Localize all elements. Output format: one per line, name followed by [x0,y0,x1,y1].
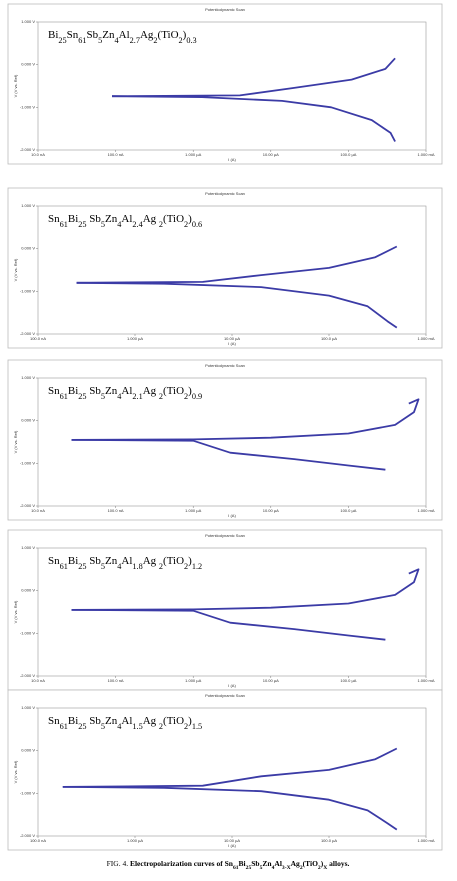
x-tick-label: 10.0 nA [31,508,45,513]
chart-title: Potentiodynamic Scan [205,693,245,698]
x-tick-label: 100.0 µA [340,152,356,157]
x-tick-label: 1.000 µA [127,838,143,843]
y-tick-label: 1.000 V [21,19,35,24]
y-tick-label: -1.000 V [20,790,35,795]
y-tick-label: -1.000 V [20,630,35,635]
chart-title: Potentiodynamic Scan [205,533,245,538]
caption-label: FIG. 4. [107,859,129,868]
x-tick-label: 10.00 µA [263,508,279,513]
x-tick-label: 1.000 µA [185,152,201,157]
y-tick-label: 0.000 V [21,246,35,251]
x-tick-label: 100.0 µA [321,336,337,341]
x-tick-label: 1.000 mA [417,152,434,157]
y-tick-label: -2.000 V [20,833,35,838]
x-tick-label: 1.000 mA [417,508,434,513]
y-tick-label: -2.000 V [20,673,35,678]
curve [62,786,398,831]
y-axis-label: V (V vs. Ref) [13,600,18,623]
y-tick-label: 1.000 V [21,705,35,710]
y-tick-label: 0.000 V [21,588,35,593]
x-tick-label: 100.0 nA [108,508,124,513]
x-tick-label: 1.000 mA [417,838,434,843]
y-tick-label: 1.000 V [21,545,35,550]
annotation: Sn61Bi25 Sb5Zn4Al1.8Ag 2(TiO2)1.2 [48,555,202,571]
y-tick-label: 1.000 V [21,203,35,208]
y-tick-label: -2.000 V [20,331,35,336]
curve [71,439,386,471]
panel-frame [7,3,443,165]
x-tick-label: 1.000 µA [185,678,201,683]
x-tick-label: 100.0 nA [30,838,46,843]
plot-area [37,377,427,507]
x-tick-label: 10.0 nA [31,152,45,157]
x-axis-label: I (A) [228,683,236,688]
x-tick-label: 10.0 nA [31,678,45,683]
y-tick-label: 0.000 V [21,418,35,423]
x-tick-label: 10.00 µA [224,336,240,341]
curve [71,609,386,641]
x-tick-label: 100.0 nA [108,152,124,157]
x-tick-label: 100.0 µA [340,678,356,683]
y-tick-label: 0.000 V [21,62,35,67]
chart-title: Potentiodynamic Scan [205,7,245,12]
x-axis-label: I (A) [228,157,236,162]
curve [71,568,420,611]
caption-text: Electropolarization curves of Sn61Bi25Sb… [130,859,350,871]
x-tick-label: 10.00 µA [263,678,279,683]
x-tick-label: 100.0 µA [340,508,356,513]
y-tick-label: -1.000 V [20,460,35,465]
y-tick-label: -1.000 V [20,104,35,109]
y-tick-label: 1.000 V [21,375,35,380]
x-tick-label: 10.00 µA [263,152,279,157]
curve [76,245,398,284]
plot-area [37,547,427,677]
annotation: Sn61Bi25 Sb5Zn4Al2.1Ag 2(TiO2)0.9 [48,385,202,401]
chart-title: Potentiodynamic Scan [205,363,245,368]
curve [111,57,396,98]
x-tick-label: 1.000 mA [417,678,434,683]
x-tick-label: 100.0 nA [30,336,46,341]
curve [76,281,398,329]
y-axis-label: V (V vs. Ref) [13,74,18,97]
annotation: Bi25Sn61Sb5Zn4Al2.7Ag2(TiO2)0.3 [48,29,197,45]
y-axis-label: V (V vs. Ref) [13,430,18,453]
panel-frame [7,187,443,349]
annotation: Sn61Bi25 Sb5Zn4Al2.4Ag 2(TiO2)0.6 [48,213,202,229]
x-tick-label: 1.000 mA [417,336,434,341]
chart-title: Potentiodynamic Scan [205,191,245,196]
annotation: Sn61Bi25 Sb5Zn4Al1.5Ag 2(TiO2)1.5 [48,715,202,731]
x-axis-label: I (A) [228,843,236,848]
y-tick-label: 0.000 V [21,748,35,753]
curve [71,398,420,441]
caption: FIG. 4. Electropolarization curves of Sn… [107,859,350,871]
y-tick-label: -1.000 V [20,288,35,293]
y-tick-label: -2.000 V [20,503,35,508]
y-tick-label: -2.000 V [20,147,35,152]
y-axis-label: V (V vs. Ref) [13,760,18,783]
x-tick-label: 1.000 µA [127,336,143,341]
y-axis-label: V (V vs. Ref) [13,258,18,281]
x-axis-label: I (A) [228,341,236,346]
curve [62,747,398,788]
x-tick-label: 100.0 nA [108,678,124,683]
curve [111,95,396,142]
x-tick-label: 10.00 µA [224,838,240,843]
x-axis-label: I (A) [228,513,236,518]
x-tick-label: 100.0 µA [321,838,337,843]
panel-frame [7,689,443,851]
x-tick-label: 1.000 µA [185,508,201,513]
plot-area [37,21,427,151]
